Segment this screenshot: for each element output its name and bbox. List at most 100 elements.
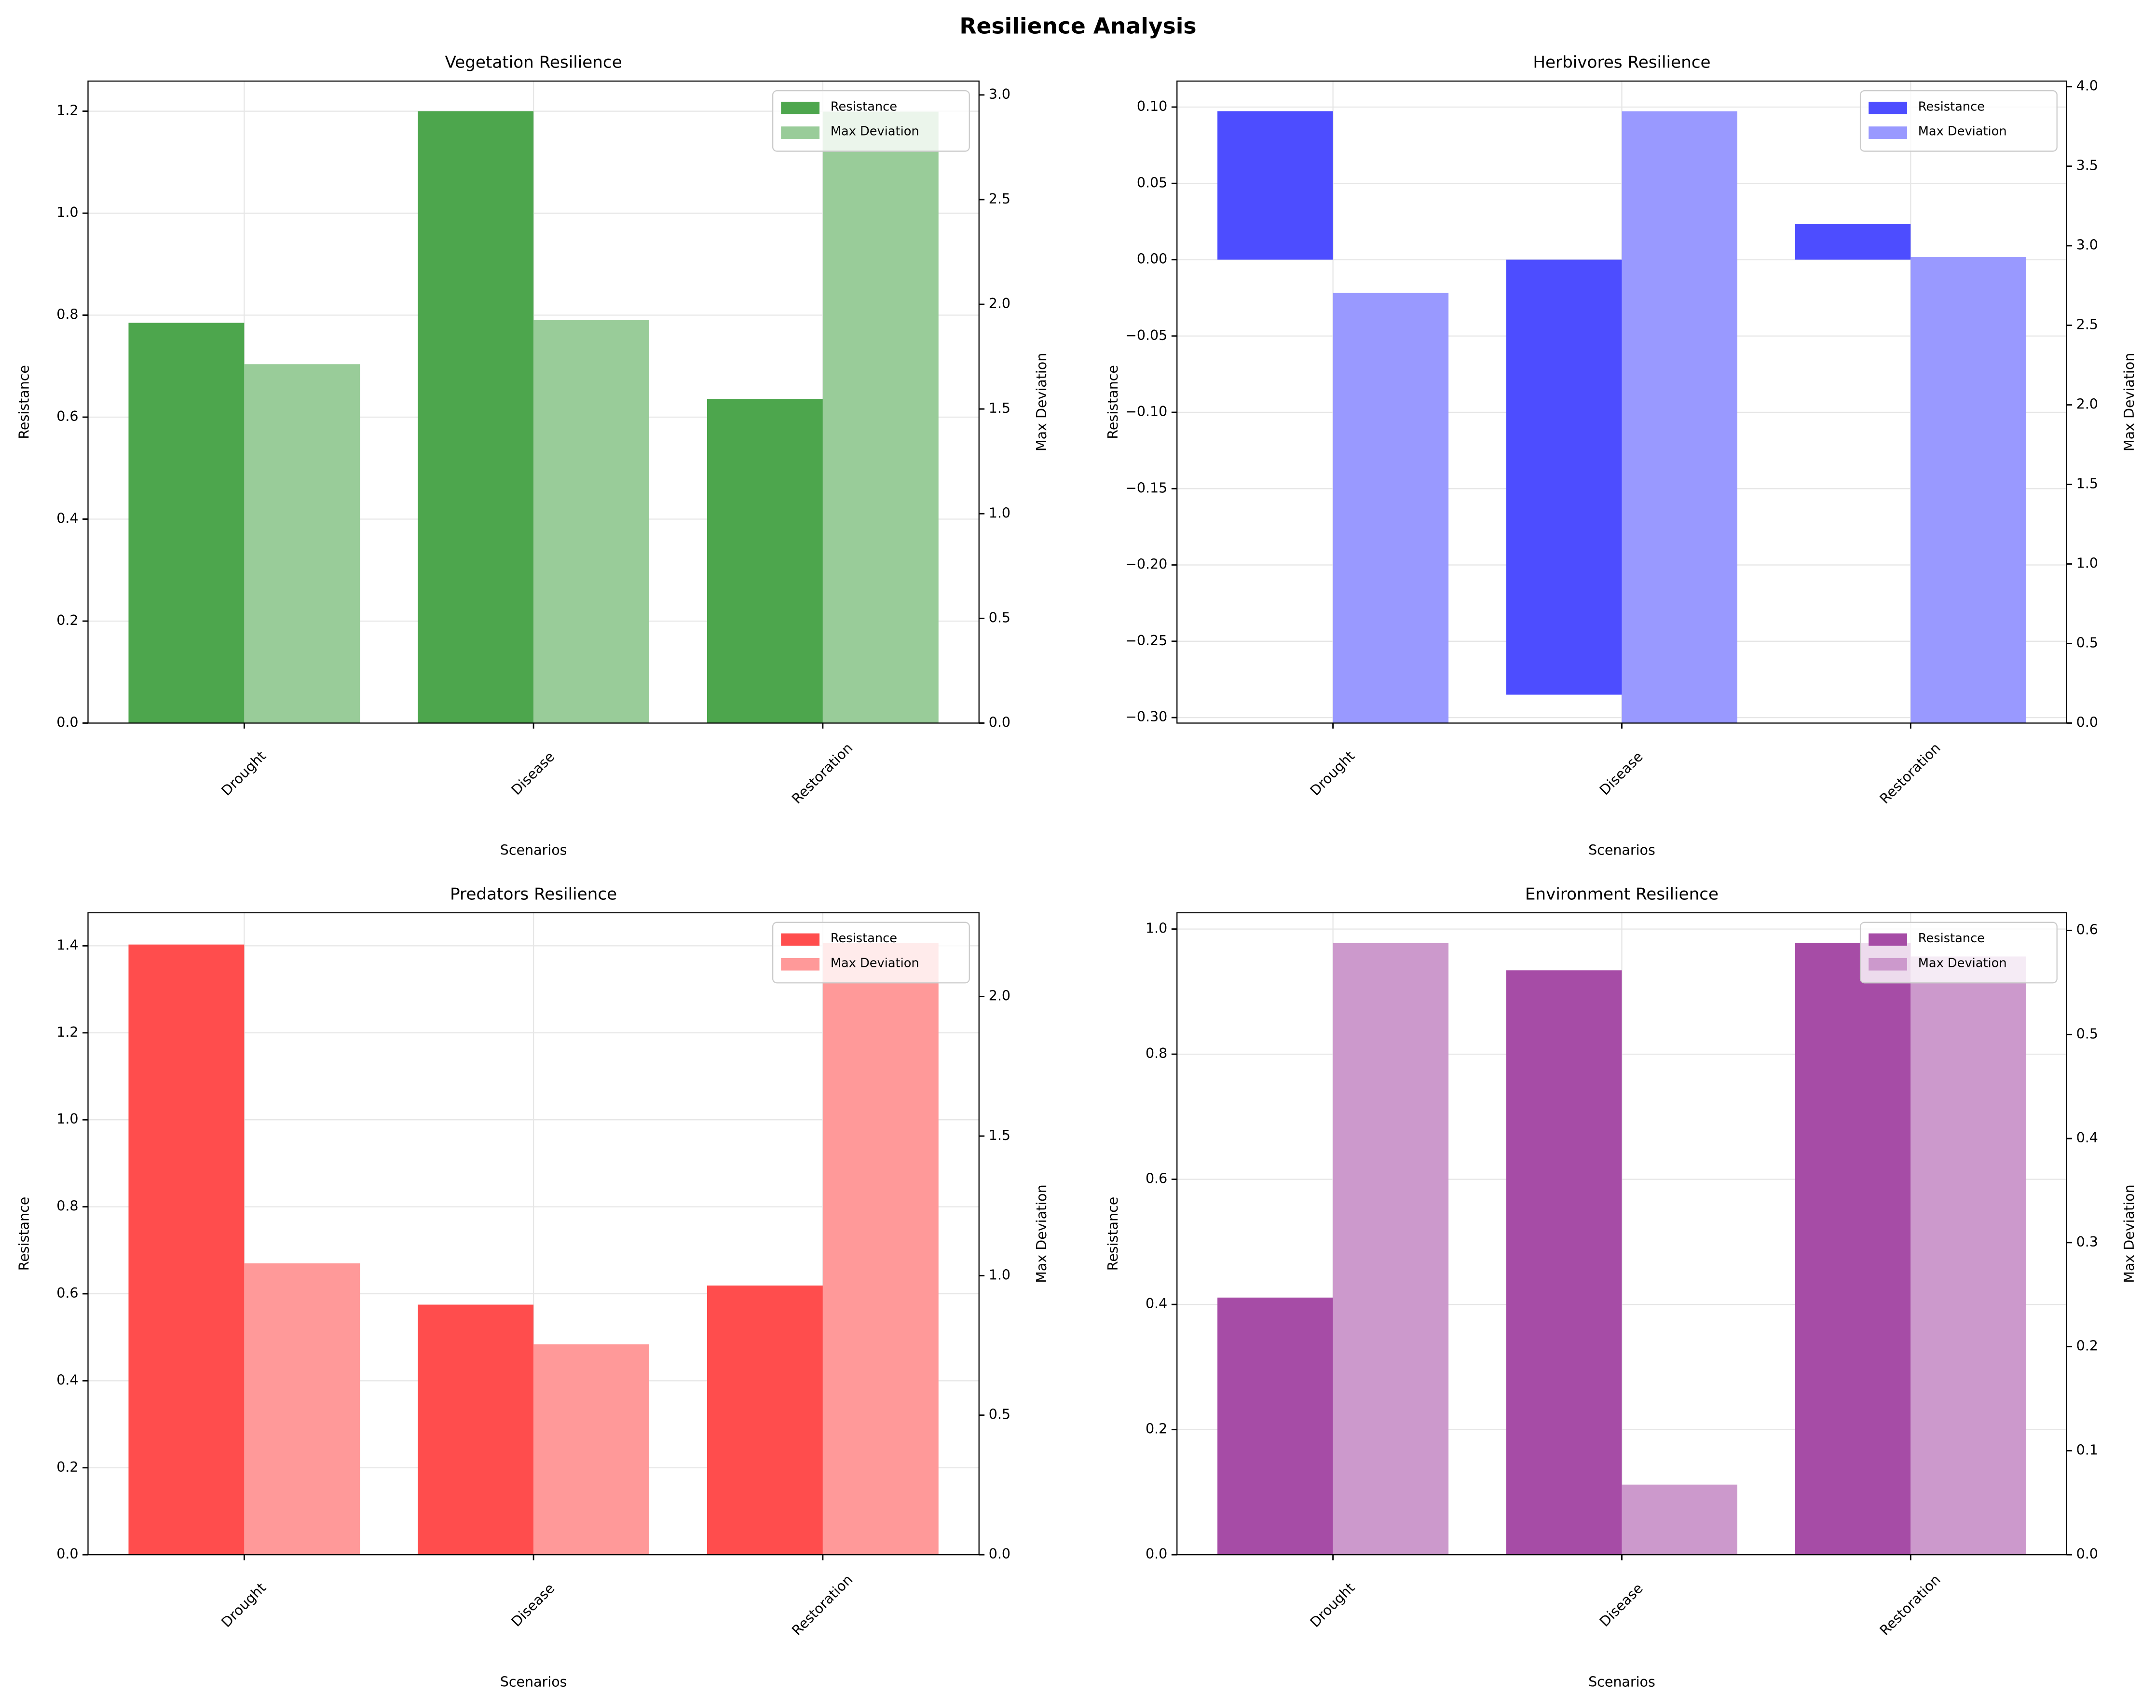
legend-label: Max Deviation bbox=[1918, 124, 2007, 139]
bar bbox=[1506, 259, 1622, 695]
x-axis-label: Scenarios bbox=[1588, 842, 1655, 858]
bar bbox=[1217, 1297, 1333, 1555]
y2-tick-label: 2.0 bbox=[989, 296, 1010, 312]
legend-label: Max Deviation bbox=[831, 124, 919, 139]
y2-tick-label: 0.2 bbox=[2076, 1338, 2098, 1354]
bar bbox=[244, 1263, 360, 1555]
x-axis-label: Scenarios bbox=[500, 1674, 567, 1690]
bar bbox=[1910, 956, 2026, 1555]
legend-label: Resistance bbox=[831, 99, 897, 114]
y-tick-label: −0.10 bbox=[1125, 404, 1167, 420]
y-tick-label: 0.2 bbox=[56, 612, 78, 628]
y-tick-label: 0.0 bbox=[56, 1546, 78, 1562]
bar bbox=[533, 320, 650, 723]
legend-label: Resistance bbox=[1918, 931, 1985, 946]
bar bbox=[1506, 970, 1622, 1555]
y-tick-label: 0.4 bbox=[56, 1372, 78, 1388]
y2-tick-label: 0.0 bbox=[989, 714, 1010, 730]
y2-tick-label: 1.5 bbox=[989, 1127, 1010, 1143]
y2-tick-label: 0.6 bbox=[2076, 922, 2098, 938]
bar bbox=[1622, 111, 1737, 723]
chart-title: Herbivores Resilience bbox=[1533, 53, 1710, 72]
bar bbox=[418, 1304, 534, 1555]
legend-box bbox=[1859, 90, 2058, 152]
y-tick-label: −0.25 bbox=[1125, 633, 1167, 649]
y2-tick-label: 2.0 bbox=[989, 988, 1010, 1004]
bar bbox=[128, 944, 245, 1555]
y2-axis-label: Max Deviation bbox=[1034, 1184, 1050, 1283]
bar bbox=[707, 398, 823, 723]
legend-box bbox=[772, 922, 970, 984]
bar bbox=[1795, 224, 1911, 260]
y2-tick-label: 3.0 bbox=[989, 86, 1010, 102]
legend-label: Resistance bbox=[831, 931, 897, 946]
y-tick-label: 0.8 bbox=[56, 307, 78, 323]
y2-tick-label: 0.0 bbox=[989, 1546, 1010, 1562]
y2-tick-label: 0.0 bbox=[2076, 714, 2098, 730]
legend-label: Max Deviation bbox=[1918, 956, 2007, 970]
chart-title: Predators Resilience bbox=[450, 884, 617, 904]
bar bbox=[1333, 943, 1449, 1555]
legend-label: Max Deviation bbox=[831, 956, 919, 970]
figure-title: Resilience Analysis bbox=[959, 14, 1196, 39]
y2-tick-label: 0.4 bbox=[2076, 1130, 2098, 1146]
y-tick-label: 0.6 bbox=[56, 408, 78, 424]
y2-tick-label: 0.5 bbox=[2076, 1026, 2098, 1042]
legend-swatch bbox=[781, 958, 820, 971]
y2-tick-label: 0.5 bbox=[989, 610, 1010, 625]
bar bbox=[1795, 943, 1911, 1555]
y-tick-label: −0.30 bbox=[1125, 709, 1167, 725]
y-axis-label: Resistance bbox=[1105, 1197, 1121, 1271]
y2-tick-label: 3.0 bbox=[2076, 237, 2098, 253]
legend-box bbox=[772, 90, 970, 152]
legend-swatch bbox=[1869, 101, 1907, 114]
y2-tick-label: 1.0 bbox=[989, 1267, 1010, 1283]
y-tick-label: 0.2 bbox=[1146, 1421, 1167, 1437]
chart-title: Vegetation Resilience bbox=[445, 53, 622, 72]
y2-axis-label: Max Deviation bbox=[1034, 353, 1050, 451]
legend-swatch bbox=[781, 126, 820, 139]
y-tick-label: 0.4 bbox=[1146, 1296, 1167, 1312]
bar bbox=[1333, 293, 1449, 723]
y2-tick-label: 0.5 bbox=[989, 1407, 1010, 1423]
y-tick-label: −0.05 bbox=[1125, 327, 1167, 343]
legend-box bbox=[1859, 922, 2058, 984]
y2-tick-label: 1.0 bbox=[2076, 556, 2098, 571]
bar bbox=[1622, 1484, 1737, 1555]
y-tick-label: 1.0 bbox=[1146, 921, 1167, 936]
y-axis-label: Resistance bbox=[16, 1197, 32, 1271]
legend-swatch bbox=[1869, 933, 1907, 946]
bar bbox=[244, 364, 360, 723]
y2-tick-label: 1.0 bbox=[989, 505, 1010, 521]
y-tick-label: 1.0 bbox=[56, 204, 78, 220]
y-tick-label: 0.0 bbox=[1146, 1546, 1167, 1562]
y2-tick-label: 2.5 bbox=[2076, 317, 2098, 333]
bar bbox=[822, 111, 939, 723]
legend-swatch bbox=[781, 101, 820, 114]
y2-tick-label: 0.0 bbox=[2076, 1546, 2098, 1562]
y-axis-label: Resistance bbox=[1105, 365, 1121, 439]
x-axis-label: Scenarios bbox=[500, 842, 567, 858]
y2-tick-label: 0.5 bbox=[2076, 635, 2098, 651]
chart-title: Environment Resilience bbox=[1525, 884, 1719, 904]
bar bbox=[707, 1285, 823, 1555]
y2-tick-label: 3.5 bbox=[2076, 158, 2098, 174]
y-tick-label: 0.8 bbox=[56, 1198, 78, 1214]
legend-swatch bbox=[1869, 958, 1907, 971]
y-tick-label: 0.2 bbox=[56, 1459, 78, 1475]
bar bbox=[533, 1344, 650, 1555]
y-tick-label: −0.20 bbox=[1125, 556, 1167, 572]
y2-axis-label: Max Deviation bbox=[2121, 1184, 2137, 1283]
y-tick-label: 0.6 bbox=[1146, 1171, 1167, 1187]
legend-swatch bbox=[1869, 126, 1907, 139]
y-tick-label: 0.05 bbox=[1137, 175, 1167, 190]
y-tick-label: 1.2 bbox=[56, 1024, 78, 1040]
x-axis-label: Scenarios bbox=[1588, 1674, 1655, 1690]
y2-axis-label: Max Deviation bbox=[2121, 353, 2137, 451]
legend-label: Resistance bbox=[1918, 99, 1985, 114]
y-tick-label: 0.4 bbox=[56, 511, 78, 527]
y2-tick-label: 0.3 bbox=[2076, 1234, 2098, 1250]
y-tick-label: 1.4 bbox=[56, 937, 78, 953]
